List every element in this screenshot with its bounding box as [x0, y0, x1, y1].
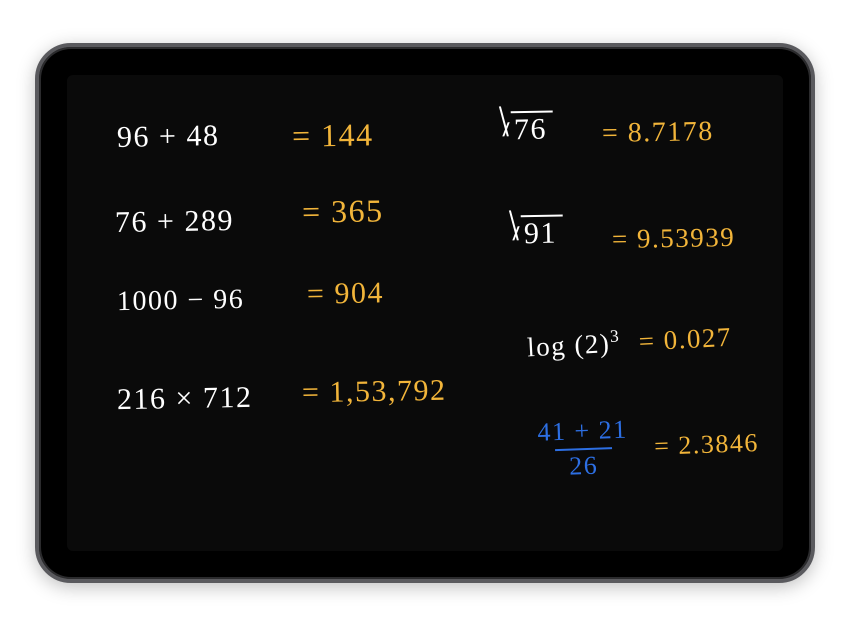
exponent: 3 [609, 325, 620, 346]
sqrt-expression: 91 [507, 214, 564, 251]
equation-row: 91 [507, 214, 564, 251]
equation-row: 76 [497, 110, 554, 147]
fraction-denominator: 26 [555, 446, 613, 481]
fraction-expression: 41 + 21 26 [531, 415, 635, 482]
radical-icon [507, 211, 524, 243]
fraction-numerator: 41 + 21 [531, 415, 634, 449]
radicand: 76 [511, 110, 554, 147]
sqrt-expression: 76 [497, 110, 554, 147]
whiteboard-canvas[interactable]: 96 + 48 = 144 76 + 289 = 365 1000 − 96 =… [67, 75, 783, 551]
equation-rhs: = 2.3846 [654, 427, 760, 460]
equation-rhs: = 8.7178 [602, 116, 714, 149]
equation-row: 41 + 21 26 = 2.3846 [531, 411, 760, 482]
equation-rhs: = 1,53,792 [302, 373, 447, 409]
equation-result: = 144 [292, 116, 374, 154]
equation-result: = 904 [307, 276, 385, 311]
equation-row: 76 + 289 [115, 203, 234, 239]
equation-result: = 8.7178 [602, 116, 714, 150]
equation-row: log (2)3 = 0.027 [526, 319, 732, 363]
equation-rhs: = 904 [307, 276, 384, 310]
equation-result: = 9.53939 [612, 221, 736, 254]
equation-lhs: 216 × 712 [117, 380, 253, 415]
power-button[interactable] [35, 287, 37, 311]
tablet-device: 96 + 48 = 144 76 + 289 = 365 1000 − 96 =… [35, 43, 815, 583]
equation-result: = 365 [302, 192, 384, 230]
equation-rhs: = 144 [292, 116, 374, 153]
equation-row: 1000 − 96 [117, 283, 245, 317]
radicand: 91 [521, 214, 564, 251]
radical-icon [497, 107, 514, 139]
equation-lhs: 96 + 48 [117, 119, 220, 154]
equation-rhs: = 365 [302, 192, 384, 229]
volume-up-button[interactable] [35, 447, 37, 467]
equation-row: 96 + 48 [117, 119, 220, 155]
equation-row: 216 × 712 [117, 380, 253, 416]
equation-lhs: 76 + 289 [115, 203, 234, 238]
equation-lhs: log (2)3 [526, 327, 621, 362]
tablet-screen[interactable]: 96 + 48 = 144 76 + 289 = 365 1000 − 96 =… [67, 75, 783, 551]
equation-rhs: = 0.027 [638, 321, 733, 356]
equation-rhs: = 9.53939 [612, 221, 736, 253]
log-base: log (2) [526, 328, 611, 362]
equation-lhs: 1000 − 96 [117, 283, 245, 316]
equation-result: = 1,53,792 [302, 373, 447, 410]
volume-down-button[interactable] [35, 473, 37, 493]
